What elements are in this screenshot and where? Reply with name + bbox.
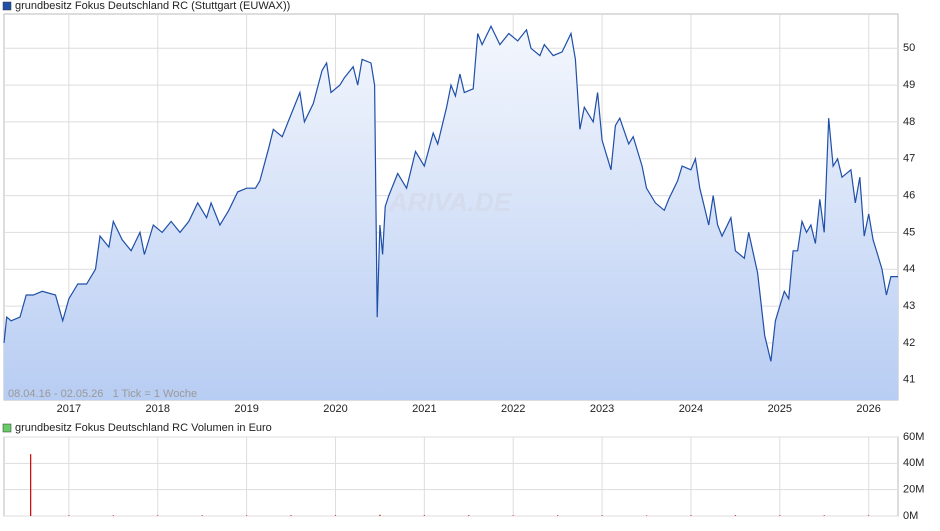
y-tick-label: 41 <box>903 374 915 386</box>
price-panel: 41 42 43 44 45 46 47 48 49 50 2017 2018 2019 2020 2021… <box>3 13 915 415</box>
y-tick-label: 60M <box>903 431 924 443</box>
y-tick-label: 0M <box>903 510 918 522</box>
y-tick-label: 44 <box>903 263 915 275</box>
plot-area <box>3 436 899 517</box>
x-tick-label: 2021 <box>412 403 436 415</box>
annotation: 08.04.16 - 02.05.26 1 Tick = 1 Woche <box>8 388 197 400</box>
area-fill <box>4 26 898 400</box>
y-tick-label: 48 <box>903 116 915 128</box>
x-tick-label: 2025 <box>768 403 792 415</box>
x-tick-label: 2024 <box>679 403 703 415</box>
legend-label: grundbesitz Fokus Deutschland RC Volumen… <box>15 422 272 434</box>
y-tick-label: 43 <box>903 300 915 312</box>
x-tick-label: 2026 <box>856 403 880 415</box>
y-tick-label: 20M <box>903 484 924 496</box>
legend-swatch <box>2 1 12 11</box>
x-tick-label: 2023 <box>590 403 614 415</box>
y-tick-label: 42 <box>903 337 915 349</box>
x-tick-label: 2019 <box>234 403 258 415</box>
y-tick-label: 40M <box>903 457 924 469</box>
volume-panel: 0M 20M 40M 60M <box>3 431 924 522</box>
y-tick-label: 47 <box>903 153 915 165</box>
x-tick-label: 2022 <box>501 403 525 415</box>
y-tick-label: 45 <box>903 226 915 238</box>
price-line <box>3 24 898 362</box>
x-tick-label: 2018 <box>145 403 169 415</box>
y-tick-label: 49 <box>903 79 915 91</box>
x-tick-label: 2017 <box>57 403 81 415</box>
y-tick-label: 50 <box>903 42 915 54</box>
watermark: ARIVA.DE <box>388 187 512 217</box>
legend-label: grundbesitz Fokus Deutschland RC (Stuttg… <box>15 0 290 12</box>
y-tick-label: 46 <box>903 189 915 201</box>
legend-swatch <box>2 423 12 433</box>
x-tick-label: 2020 <box>323 403 347 415</box>
